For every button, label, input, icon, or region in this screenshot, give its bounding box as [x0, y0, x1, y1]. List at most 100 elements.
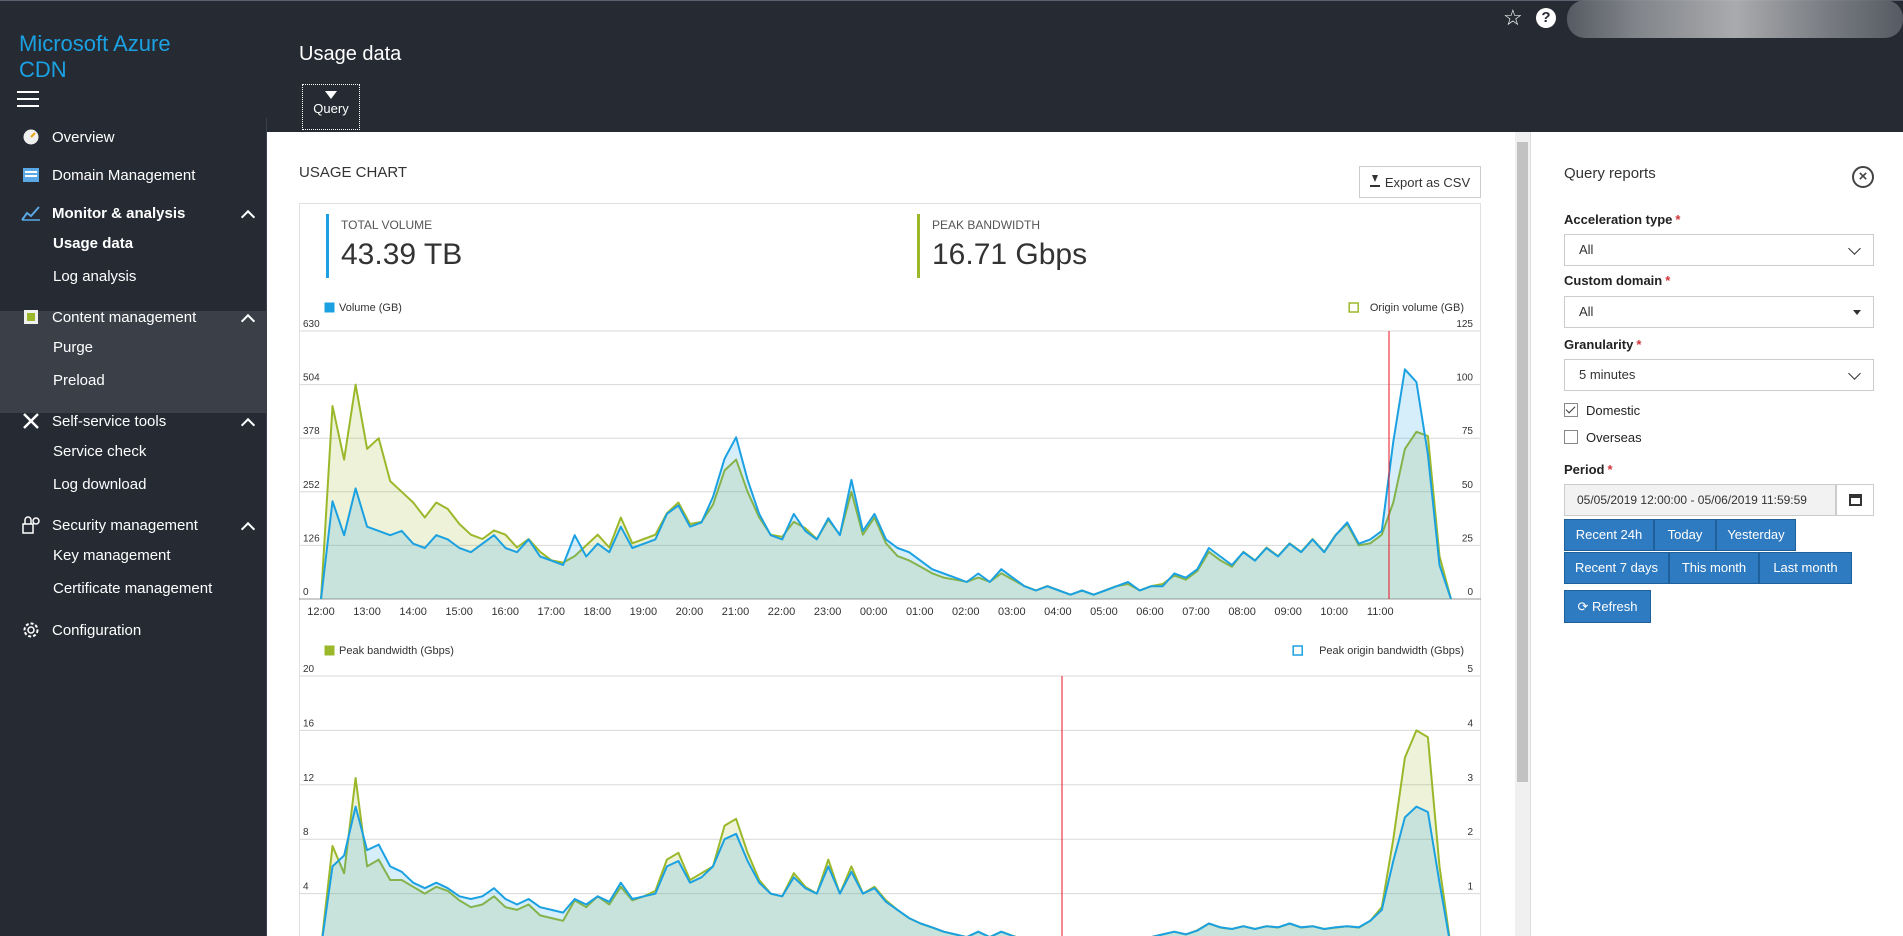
- sidebar-item-overview[interactable]: Overview: [0, 122, 267, 152]
- favorite-star-icon[interactable]: ☆: [1503, 5, 1523, 30]
- collapse-caret-icon[interactable]: [240, 209, 256, 225]
- help-icon[interactable]: ?: [1536, 8, 1556, 28]
- overseas-label: Overseas: [1586, 430, 1642, 445]
- sidebar-subitem-log-download[interactable]: Log download: [53, 476, 147, 493]
- sidebar-item-label: Monitor & analysis: [52, 204, 186, 222]
- y-left-tick-label: 16: [303, 718, 315, 729]
- legend-swatch-left: [324, 645, 335, 656]
- domestic-checkbox[interactable]: Domestic: [1564, 403, 1640, 418]
- acceleration-type-select[interactable]: All: [1564, 234, 1874, 266]
- y-left-tick-label: 12: [303, 773, 315, 784]
- yesterday-button[interactable]: Yesterday: [1716, 519, 1796, 551]
- x-tick-label: 00:00: [860, 606, 888, 615]
- y-right-tick-label: 50: [1462, 480, 1474, 491]
- sidebar-subitem-log-analysis[interactable]: Log analysis: [53, 268, 137, 285]
- chart-frame: [299, 203, 1481, 936]
- refresh-button[interactable]: ⟳ Refresh: [1564, 590, 1651, 623]
- sidebar-subitem-usage-data[interactable]: Usage data: [53, 235, 134, 252]
- x-tick-label: 22:00: [768, 606, 796, 615]
- sidebar-subitem-preload[interactable]: Preload: [53, 372, 105, 389]
- sidebar-subitem-purge[interactable]: Purge: [53, 339, 94, 356]
- sidebar: [0, 118, 267, 936]
- calendar-button[interactable]: [1836, 484, 1874, 516]
- series-line: [321, 805, 1450, 936]
- query-button[interactable]: Query: [302, 84, 360, 130]
- export-csv-button[interactable]: Export as CSV: [1359, 166, 1481, 198]
- x-tick-label: 03:00: [998, 606, 1026, 615]
- sidebar-item-label: Content management: [52, 308, 197, 326]
- sidebar-item-configuration[interactable]: Configuration: [0, 615, 267, 645]
- recent-24h-button[interactable]: Recent 24h: [1564, 519, 1654, 551]
- refresh-label: Refresh: [1591, 599, 1638, 614]
- chart-icon: [20, 202, 42, 224]
- y-left-tick-label: 504: [303, 373, 320, 384]
- y-left-tick-label: 126: [303, 533, 320, 544]
- sidebar-item-content-management[interactable]: Content management: [0, 302, 267, 332]
- x-tick-label: 15:00: [445, 606, 473, 615]
- legend-swatch-right: [1348, 302, 1359, 313]
- sidebar-item-self-service-tools[interactable]: Self-service tools: [0, 406, 267, 436]
- y-left-tick-label: 20: [303, 664, 315, 675]
- y-right-tick-label: 3: [1467, 773, 1473, 784]
- x-tick-label: 02:00: [952, 606, 980, 615]
- scrollbar-thumb[interactable]: [1517, 142, 1528, 782]
- custom-domain-value: All: [1579, 304, 1594, 319]
- recent-7-days-button[interactable]: Recent 7 days: [1564, 552, 1669, 584]
- x-tick-label: 07:00: [1182, 606, 1210, 615]
- collapse-caret-icon[interactable]: [240, 521, 256, 537]
- x-tick-label: 18:00: [584, 606, 612, 615]
- bandwidth-chart[interactable]: Peak bandwidth (Gbps) Peak origin bandwid…: [299, 640, 1481, 936]
- period-label-text: Period: [1564, 462, 1605, 477]
- required-mark: *: [1607, 462, 1613, 477]
- sidebar-subitem-certificate-management[interactable]: Certificate management: [53, 580, 213, 597]
- chevron-down-icon: [1848, 367, 1861, 380]
- gear-icon: [20, 619, 42, 641]
- custom-domain-label: Custom domain *: [1564, 273, 1670, 288]
- legend-label-right: Peak origin bandwidth (Gbps): [1319, 645, 1464, 657]
- sidebar-subitem-service-check[interactable]: Service check: [53, 443, 147, 460]
- legend-swatch-left: [324, 302, 335, 313]
- sidebar-subitem-key-management[interactable]: Key management: [53, 547, 171, 564]
- sidebar-item-monitor-analysis[interactable]: Monitor & analysis: [0, 198, 267, 228]
- collapse-caret-icon[interactable]: [240, 313, 256, 329]
- main-scrollbar[interactable]: [1515, 132, 1530, 936]
- checkbox-checked-icon[interactable]: [1564, 403, 1578, 417]
- monitor-group-highlight: [0, 311, 267, 413]
- sidebar-item-domain-management[interactable]: Domain Management: [0, 160, 267, 190]
- overseas-checkbox[interactable]: Overseas: [1564, 430, 1642, 445]
- required-mark: *: [1665, 273, 1671, 288]
- series-area: [321, 369, 1451, 599]
- total-volume-value: 43.39 TB: [341, 238, 463, 271]
- y-left-tick-label: 252: [303, 480, 320, 491]
- acceleration-type-value: All: [1579, 242, 1594, 257]
- period-input[interactable]: 05/05/2019 12:00:00 - 05/06/2019 11:59:5…: [1564, 484, 1836, 516]
- domestic-label: Domestic: [1586, 403, 1641, 418]
- granularity-select[interactable]: 5 minutes: [1564, 359, 1874, 391]
- x-tick-label: 21:00: [722, 606, 750, 615]
- close-icon[interactable]: ×: [1852, 166, 1874, 188]
- y-left-tick-label: 630: [303, 319, 320, 330]
- x-tick-label: 10:00: [1320, 606, 1348, 615]
- this-month-button[interactable]: This month: [1669, 552, 1759, 584]
- custom-domain-label-text: Custom domain: [1564, 273, 1663, 288]
- custom-domain-select[interactable]: All: [1564, 296, 1874, 328]
- checkbox-icon[interactable]: [1564, 430, 1578, 444]
- series-area: [321, 384, 1451, 599]
- sidebar-item-label: Self-service tools: [52, 412, 167, 430]
- brand-title[interactable]: Microsoft Azure CDN: [19, 31, 171, 82]
- domain-icon: [20, 164, 42, 186]
- series-line: [320, 368, 1452, 600]
- hamburger-menu-icon[interactable]: [17, 91, 39, 107]
- last-month-button[interactable]: Last month: [1759, 552, 1852, 584]
- today-button[interactable]: Today: [1654, 519, 1716, 551]
- x-tick-label: 06:00: [1136, 606, 1164, 615]
- volume-chart[interactable]: Volume (GB) Origin volume (GB) 630 125 504 10…: [299, 295, 1481, 615]
- x-tick-label: 19:00: [630, 606, 658, 615]
- sidebar-item-security-management[interactable]: Security management: [0, 510, 267, 540]
- sidebar-item-label: Security management: [52, 516, 198, 534]
- collapse-caret-icon[interactable]: [240, 417, 256, 433]
- content-icon: [20, 306, 42, 328]
- user-account-menu[interactable]: [1567, 0, 1903, 38]
- x-tick-label: 23:00: [814, 606, 842, 615]
- y-left-tick-label: 0: [303, 587, 309, 598]
